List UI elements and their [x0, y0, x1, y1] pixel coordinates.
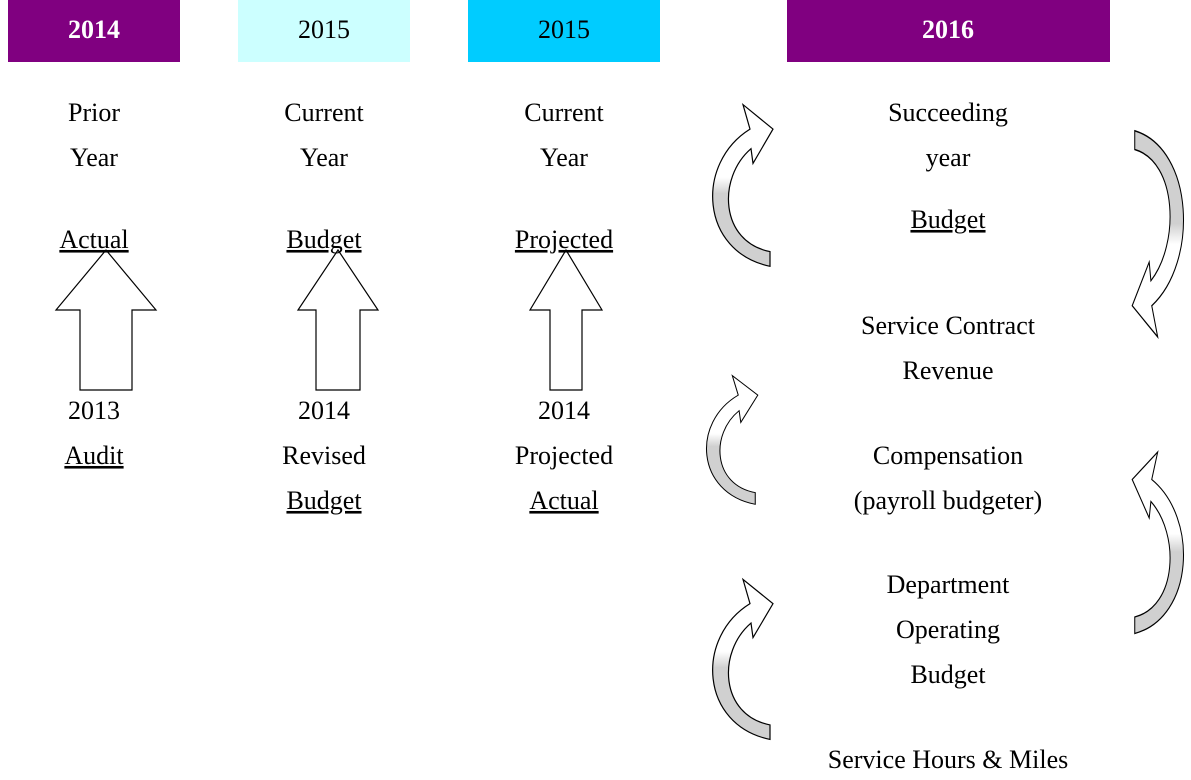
label: Budget	[286, 225, 362, 254]
curved-arrow	[1131, 451, 1185, 635]
label: 2014	[298, 396, 350, 425]
curved-arrow	[705, 375, 759, 505]
label: 2014	[68, 15, 120, 44]
label: Service Hours & Miles	[828, 745, 1068, 774]
label: Department	[887, 570, 1011, 599]
up-arrow	[54, 249, 158, 391]
header-box	[238, 0, 410, 62]
label: 2014	[538, 396, 590, 425]
label: (payroll budgeter)	[854, 486, 1042, 515]
label: Actual	[59, 225, 128, 254]
label: Year	[300, 143, 348, 172]
label: Current	[524, 98, 604, 127]
label: Revenue	[903, 356, 994, 385]
label: Projected	[515, 441, 613, 470]
label: Projected	[515, 225, 613, 254]
header-box	[787, 0, 1110, 62]
label: 2015	[298, 15, 350, 44]
label: Budget	[286, 486, 362, 515]
curved-arrow	[712, 578, 774, 741]
up-arrow	[528, 248, 604, 391]
label: Revised	[282, 441, 366, 470]
label: Year	[70, 143, 118, 172]
label: 2016	[922, 15, 974, 44]
label: Actual	[529, 486, 598, 515]
label: Year	[540, 143, 588, 172]
label: Budget	[910, 660, 986, 689]
label: Compensation	[873, 441, 1023, 470]
label: 2013	[68, 396, 120, 425]
up-arrow	[296, 248, 380, 391]
label: Current	[284, 98, 364, 127]
label: year	[926, 143, 971, 172]
label: Prior	[68, 98, 120, 127]
label: 2015	[538, 15, 590, 44]
curved-arrow	[1131, 130, 1185, 338]
label: Operating	[896, 615, 1000, 644]
label: Budget	[910, 205, 986, 234]
label: Audit	[64, 441, 124, 470]
header-box	[468, 0, 660, 62]
curved-arrow	[712, 103, 774, 267]
label: Service Contract	[861, 311, 1036, 340]
header-box	[8, 0, 180, 62]
label: Succeeding	[888, 98, 1008, 127]
